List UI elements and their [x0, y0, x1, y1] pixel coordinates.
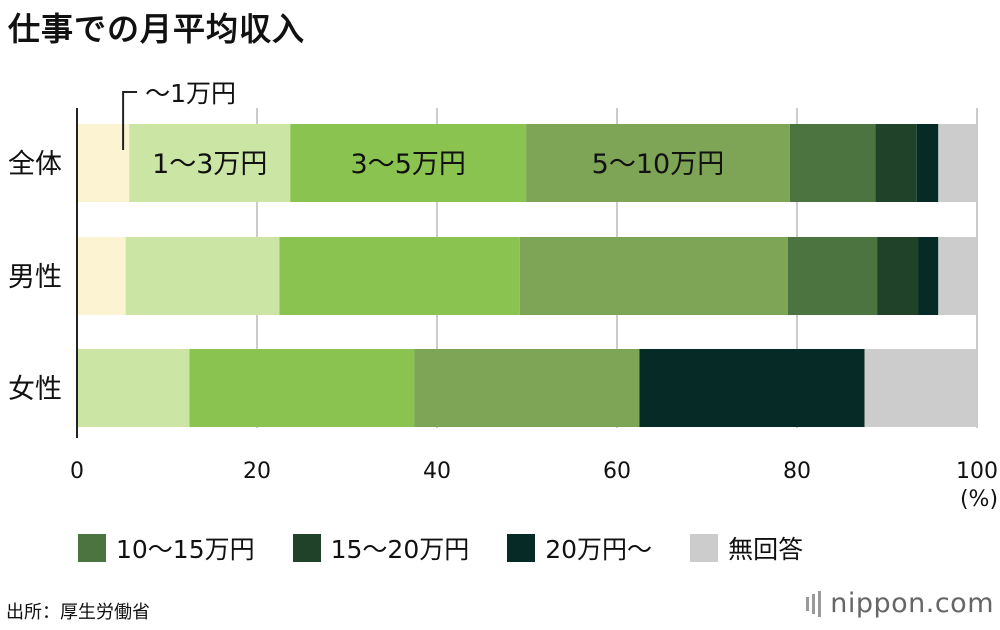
category-label: 男性	[8, 262, 62, 293]
bar-segment	[788, 237, 878, 315]
legend-label: 10～15万円	[116, 535, 255, 564]
legend-label: 15～20万円	[330, 535, 470, 564]
category-label: 全体	[8, 149, 62, 180]
bar-segment	[129, 124, 291, 202]
bar-segment	[639, 349, 865, 427]
brand-logo: nippon .com	[806, 588, 994, 619]
legend-item: 20万円～	[507, 530, 652, 566]
x-tick-label: 100	[956, 459, 998, 484]
bar-segment	[77, 124, 130, 202]
brand-domain: .com	[925, 588, 994, 619]
legend-item: 10～15万円	[78, 530, 255, 566]
bar-segment	[938, 237, 977, 315]
bar-segment	[279, 237, 520, 315]
bar-segment	[290, 124, 527, 202]
bar-segment	[789, 124, 876, 202]
bar-segment	[414, 349, 640, 427]
legend-label: 無回答	[728, 535, 804, 564]
legend-label: 20万円～	[545, 535, 653, 564]
bar-segment	[77, 237, 126, 315]
bar-segment	[189, 349, 415, 427]
legend-swatch	[507, 534, 536, 562]
bar-segment	[519, 237, 788, 315]
chart-title: 仕事での月平均収入	[8, 10, 306, 48]
bar-segment	[877, 237, 919, 315]
segment-label: 1～3万円	[152, 149, 267, 180]
bar-segment	[864, 349, 977, 427]
legend-swatch	[690, 534, 719, 562]
x-unit-label: (%)	[960, 487, 998, 512]
inline-labels: ～1万円 1～3万円 3～5万円 5～10万円	[122, 79, 725, 180]
source-note: 出所：厚生労働省	[6, 602, 150, 623]
x-tick-label: 0	[70, 459, 84, 484]
x-tick-label: 40	[423, 459, 451, 484]
bar-segment	[938, 124, 977, 202]
brand-name: nippon	[830, 588, 926, 619]
segment-label: 5～10万円	[592, 149, 725, 180]
category-label: 女性	[8, 374, 62, 405]
legend-item: 15～20万円	[292, 530, 470, 566]
legend: 10～15万円 15～20万円 20万円～ 無回答	[78, 531, 841, 565]
callout-line	[122, 91, 138, 150]
legend-swatch	[292, 534, 321, 562]
segment-label: 3～5万円	[351, 149, 466, 180]
bar-segment	[77, 349, 190, 427]
bar-segment	[875, 124, 917, 202]
x-tick-label: 60	[603, 459, 631, 484]
nippon-logo-icon	[806, 590, 824, 617]
bar-segment	[526, 124, 790, 202]
bars	[77, 124, 977, 427]
x-tick-label: 80	[783, 459, 811, 484]
bar-segment	[916, 124, 939, 202]
bar-segment	[125, 237, 280, 315]
legend-item: 無回答	[690, 530, 803, 566]
bar-segment	[918, 237, 939, 315]
legend-swatch	[78, 534, 106, 562]
callout-label: ～1万円	[145, 79, 236, 108]
x-tick-label: 20	[243, 459, 271, 484]
